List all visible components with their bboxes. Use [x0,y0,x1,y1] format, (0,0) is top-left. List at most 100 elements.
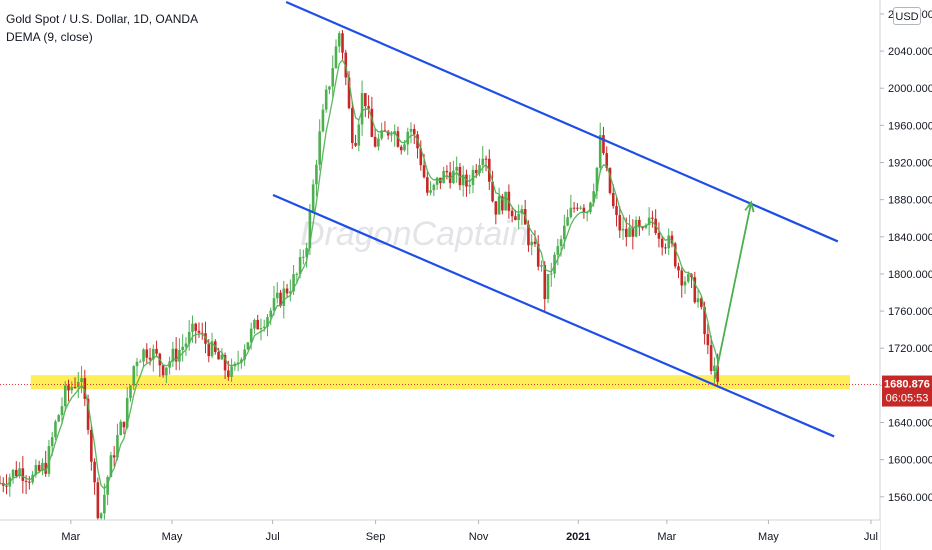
candle-body [497,196,501,215]
candle-body [452,170,455,184]
currency-button[interactable]: USD [893,7,921,25]
candle-body [396,131,400,147]
plot-background [0,0,880,520]
y-tick-label: 1960.000 [888,120,932,132]
candle-body [47,445,51,474]
candle-body [426,177,429,193]
candle-body [605,153,609,169]
candle-body [468,185,472,187]
candle-body [683,281,687,286]
candle-body [631,227,635,237]
symbol-title[interactable]: Gold Spot / U.S. Dollar, 1D, OANDA [6,12,199,26]
candle-body [289,291,292,294]
candle-body [700,298,703,308]
x-tick-label: May [162,531,183,543]
candle-body [677,266,680,271]
indicator-label[interactable]: DEMA (9, close) [6,30,93,44]
candle-body [174,348,178,362]
channel-lower-line [272,193,835,438]
candle-body [634,219,638,237]
price-axis-bg [880,0,932,550]
candle-body [576,207,579,209]
candle-body [693,277,697,303]
y-tick-label: 1920.000 [888,158,932,170]
candle-body [194,323,198,331]
candle-body [337,33,341,47]
projection-arrow[interactable] [713,200,755,380]
candle-body [686,274,690,282]
candle-body [57,415,61,422]
candle-body [709,345,713,372]
candle-body [28,481,31,483]
candle-body [15,469,18,477]
candle-body [197,330,201,333]
candle-body [625,228,628,238]
watermark-text: DragonCaptain [300,215,529,253]
candle-body [357,124,361,146]
candle-body [432,184,436,191]
candle-body [129,385,132,399]
candle-body [259,327,263,330]
x-tick-label: Mar [657,531,676,543]
candle-body [611,193,615,207]
candle-body [318,131,321,165]
x-tick-label: Jul [864,531,878,543]
candle-body [142,349,145,362]
price-badge-bg [882,375,932,407]
support-zone[interactable] [30,375,850,390]
candle-body [543,265,547,300]
candle-body [155,348,158,354]
candle-body [253,319,256,329]
candle-body [262,326,266,328]
candle-body [220,354,224,360]
candle-body [86,398,90,430]
candle-body [37,465,41,471]
candle-body [474,169,478,174]
candle-body [80,378,83,383]
candle-body [608,168,612,194]
candle-body [93,461,96,483]
candle-body [403,144,406,151]
candle-body [54,421,57,438]
candle-body [347,77,351,109]
candle-body [223,354,227,371]
x-tick-label: Sep [366,531,386,543]
candle-body [549,273,553,275]
candle-body [455,166,458,171]
candle-body [341,33,344,53]
candle-body [373,136,377,147]
candle-body [18,468,21,477]
descending-channel[interactable] [272,0,839,438]
price-axis[interactable]: 1560.0001600.0001640.0001680.0001720.000… [879,0,932,550]
y-tick-label: 2000.000 [888,83,932,95]
candle-body [230,366,233,377]
candle-body [579,207,582,209]
candle-body [328,86,331,90]
candle-body [256,319,259,330]
candle-body [138,361,142,363]
candle-body [106,476,109,495]
candle-body [116,435,119,458]
candle-body [132,366,136,386]
candle-body [461,174,465,186]
candle-body [598,135,602,168]
candle-body [148,357,152,360]
candle-body [305,248,308,257]
candle-body [308,210,312,249]
time-axis[interactable]: Mar May Jul Sep Nov 2021 Mar May Jul [0,519,880,550]
candle-body [302,256,305,258]
candle-body [501,196,504,211]
candle-body [354,142,357,146]
y-tick-label: 1600.000 [888,455,932,467]
candle-body [161,365,165,376]
candle-body [227,370,230,377]
candle-body [171,348,175,362]
dema-line [0,58,719,490]
candle-body [207,343,211,357]
dema-path [0,58,719,490]
candle-body [60,406,64,416]
candle-body [275,292,279,299]
candle-body [589,202,592,213]
candle-body [103,494,106,514]
